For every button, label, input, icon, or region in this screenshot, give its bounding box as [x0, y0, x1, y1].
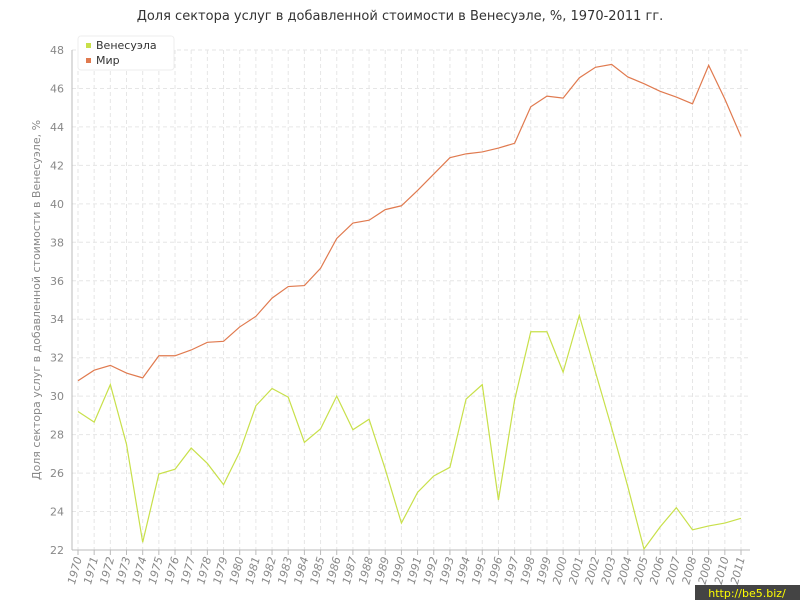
y-tick-label: 34 — [50, 313, 64, 326]
legend-swatch — [86, 58, 91, 63]
legend-box — [77, 35, 175, 71]
series-line — [77, 63, 742, 382]
plot-area — [72, 50, 750, 550]
y-tick-label: 46 — [50, 82, 64, 95]
y-tick-label: 22 — [50, 544, 64, 557]
y-tick-label: 40 — [50, 198, 64, 211]
chart-title: Доля сектора услуг в добавленной стоимос… — [137, 9, 664, 24]
y-tick-label: 38 — [50, 236, 64, 249]
y-tick-label: 24 — [50, 506, 64, 519]
y-tick-label: 26 — [50, 467, 64, 480]
legend-label: Мир — [96, 54, 120, 67]
y-tick-label: 32 — [50, 352, 64, 365]
watermark-bg — [695, 585, 800, 600]
legend-swatch — [86, 43, 91, 48]
legend-label: Венесуэла — [96, 39, 157, 52]
y-tick-label: 44 — [50, 121, 64, 134]
y-tick-label: 36 — [50, 275, 64, 288]
watermark: http://be5.biz/ — [708, 587, 786, 600]
y-axis-label: Доля сектора услуг в добавленной стоимос… — [30, 120, 43, 480]
series-line — [77, 313, 742, 551]
y-tick-label: 30 — [50, 390, 64, 403]
y-tick-label: 48 — [50, 44, 64, 57]
y-tick-label: 28 — [50, 429, 64, 442]
y-tick-label: 42 — [50, 159, 64, 172]
